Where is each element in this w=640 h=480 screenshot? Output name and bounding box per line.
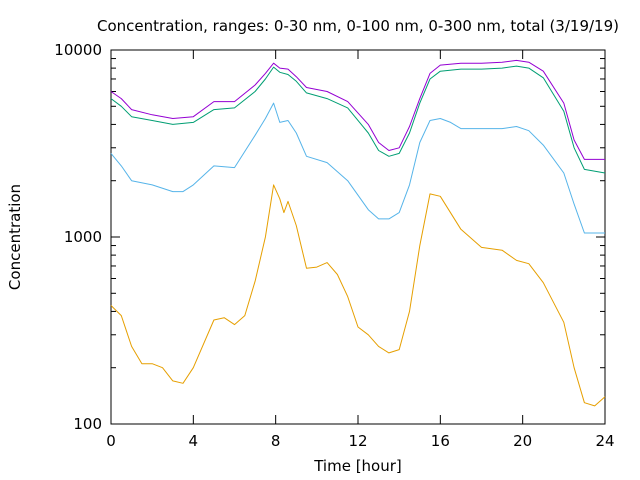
x-axis-label: Time [hour] (313, 457, 402, 475)
axis-ticks: 0 4 8 12 16 20 24 100 1000 10000 (54, 41, 614, 450)
series-line-4 (110, 184, 606, 407)
chart-title: Concentration, ranges: 0-30 nm, 0-100 nm… (97, 17, 619, 35)
x-tick-label: 4 (189, 432, 199, 450)
series-line-1 (110, 59, 605, 160)
series-line-3 (110, 102, 605, 234)
data-series (110, 59, 606, 407)
plot-area-frame (110, 49, 606, 425)
x-tick-label: 20 (513, 432, 532, 450)
y-tick-label: 1000 (64, 228, 102, 246)
x-tick-label: 12 (348, 432, 367, 450)
x-tick-label: 0 (106, 432, 116, 450)
y-tick-label: 100 (73, 415, 102, 433)
x-tick-label: 16 (431, 432, 450, 450)
y-tick-label: 10000 (54, 41, 102, 59)
series-line-2 (110, 65, 606, 174)
x-tick-label: 8 (271, 432, 281, 450)
x-tick-label: 24 (595, 432, 614, 450)
y-axis-label: Concentration (6, 184, 24, 290)
